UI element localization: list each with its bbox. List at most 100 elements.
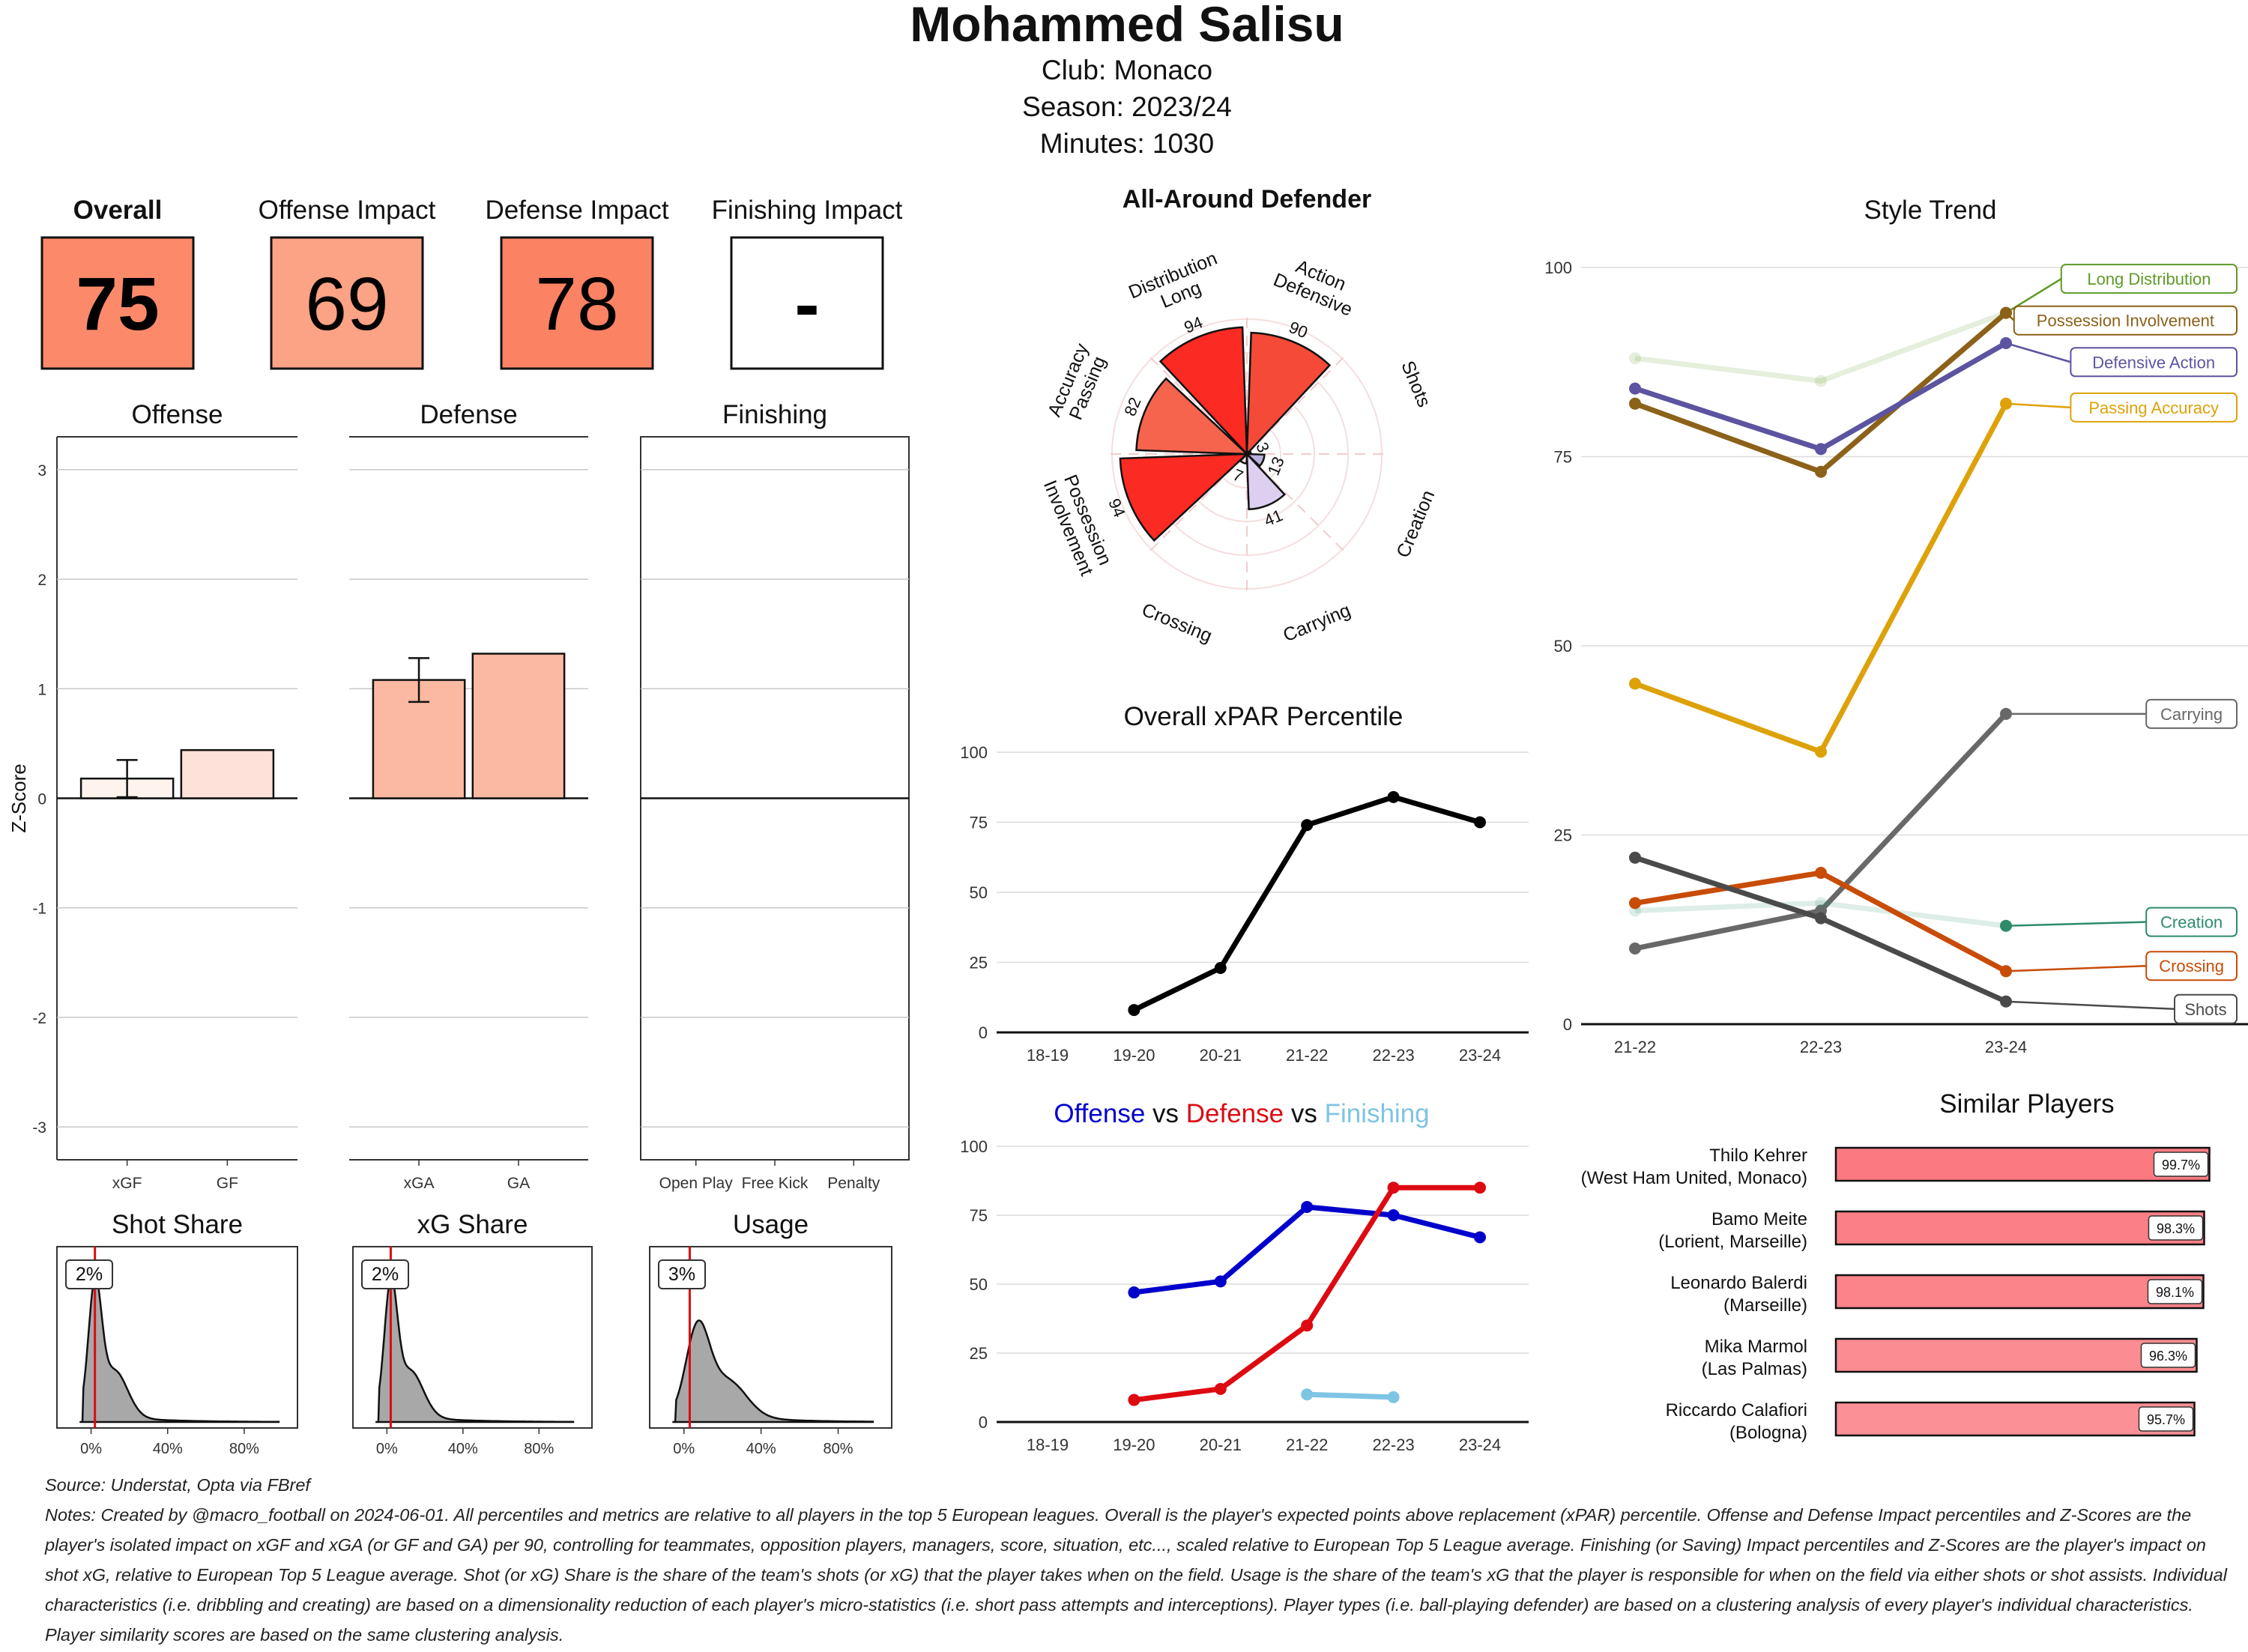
- style-leader-line: [2005, 312, 2015, 321]
- x-tick-label: 21-22: [1614, 1038, 1656, 1056]
- y-tick-label: 0: [979, 1023, 988, 1042]
- style-leader-line: [2005, 402, 2071, 409]
- radar-wedge-passing-accuracy: [1135, 377, 1250, 456]
- style-label-box: [2060, 264, 2238, 294]
- x-tick-label: GA: [507, 1175, 530, 1192]
- similarity-bar: [1834, 1337, 2198, 1373]
- x-tick-label: 22-23: [1372, 1046, 1414, 1065]
- x-tick-label: 19-20: [1113, 1046, 1155, 1065]
- x-tick-label: 22-23: [1800, 1038, 1842, 1056]
- similar-player-name: Leonardo Balerdi: [1670, 1273, 1807, 1293]
- style-leader-line: [2005, 1000, 2175, 1011]
- player-name: Mohammed Salisu: [910, 0, 1344, 52]
- impact-value-offense-impact: 69: [305, 262, 388, 346]
- x-tick-label: 23-24: [1459, 1046, 1501, 1065]
- style-line-long-distribution: [1634, 310, 2007, 384]
- impact-box-defense-impact: [500, 236, 654, 370]
- data-point-defense: [1128, 1394, 1140, 1406]
- density-area: [672, 1319, 874, 1423]
- impact-value-finishing-impact: -: [794, 262, 819, 346]
- style-point-defensive-action: [1629, 382, 1641, 395]
- radar-wedge-long-distribution: [1158, 326, 1248, 457]
- style-label-box: [2174, 993, 2238, 1024]
- similar-player-name: Riccardo Calafiori: [1666, 1400, 1807, 1420]
- similarity-value: 98.1%: [2156, 1285, 2194, 1300]
- impact-value-overall: 75: [76, 262, 159, 346]
- x-tick-label: 80%: [824, 1441, 853, 1457]
- impact-title-vs: vs: [1284, 1099, 1317, 1128]
- similarity-bar: [1834, 1401, 2196, 1437]
- zscore-axis-title: Z-Score: [7, 763, 30, 832]
- similarity-bar: [1834, 1274, 2205, 1310]
- style-point-crossing: [1629, 897, 1641, 910]
- radar-ring: [1212, 420, 1281, 488]
- style-trend-title: Style Trend: [1864, 196, 1996, 225]
- x-tick-label: 21-22: [1286, 1435, 1328, 1454]
- style-point-possession-involvement: [1815, 465, 1827, 478]
- x-tick-label: 20-21: [1200, 1435, 1242, 1454]
- x-tick-label: 20-21: [1200, 1046, 1242, 1065]
- y-tick-label: 50: [970, 1275, 988, 1294]
- x-tick-label: xGA: [404, 1175, 435, 1192]
- similarity-badge: [2140, 1343, 2196, 1368]
- style-label-box: [2145, 698, 2238, 729]
- data-point-xpar: [1214, 961, 1227, 974]
- data-point-offense: [1214, 1275, 1227, 1288]
- x-tick-label: 23-24: [1459, 1435, 1501, 1454]
- data-point-offense: [1128, 1286, 1140, 1299]
- style-point-passing-accuracy: [1815, 745, 1827, 758]
- similarity-badge: [2147, 1279, 2203, 1304]
- impact-box-finishing-impact: [730, 236, 884, 370]
- bar-defense-ga: [471, 653, 566, 799]
- y-tick-label: 25: [970, 1344, 988, 1363]
- similarity-badge: [2153, 1152, 2209, 1177]
- impact-title: Offense vs Defense vs Finishing: [1054, 1099, 1429, 1128]
- similarity-value: 98.3%: [2157, 1221, 2195, 1236]
- y-tick-label: 75: [970, 1206, 988, 1225]
- x-tick-label: 21-22: [1286, 1046, 1328, 1065]
- similar-player-teams: (Marseille): [1723, 1295, 1807, 1316]
- similarity-value: 95.7%: [2147, 1412, 2185, 1427]
- y-tick-label: -2: [32, 1010, 46, 1027]
- x-tick-label: 18-19: [1027, 1435, 1069, 1454]
- data-point-offense: [1474, 1231, 1486, 1244]
- data-point-defense: [1214, 1382, 1227, 1395]
- notes-text: Notes: Created by @macro_football on 202…: [45, 1505, 2227, 1645]
- style-point-shots: [1815, 912, 1827, 925]
- style-label-long-distribution: Long Distribution: [2087, 270, 2211, 288]
- style-label-box: [2145, 951, 2238, 981]
- radar-ring: [1145, 352, 1349, 556]
- x-tick-label: Penalty: [827, 1175, 880, 1192]
- distribution-panels: Shot Share 2% 0% 40% 80% xG Share 2% 0% 40% 80% Us…: [56, 1210, 892, 1457]
- style-point-possession-involvement: [1629, 397, 1641, 410]
- player-value-label: 2%: [372, 1264, 399, 1285]
- impact-label-finishing-impact: Finishing Impact: [712, 196, 903, 225]
- similarity-value: 99.7%: [2162, 1158, 2200, 1173]
- style-label-box: [2013, 305, 2238, 336]
- series-line-finishing: [1307, 1391, 1394, 1400]
- data-point-xpar: [1301, 819, 1314, 832]
- similar-player-teams: (Las Palmas): [1702, 1359, 1807, 1379]
- data-point-finishing: [1301, 1388, 1314, 1401]
- impact-label-offense-impact: Offense Impact: [259, 196, 436, 225]
- x-tick-label: 40%: [448, 1441, 478, 1457]
- impact-title-finishing: Finishing: [1317, 1099, 1430, 1128]
- style-leader-line: [2005, 921, 2147, 927]
- impact-title-vs: vs: [1145, 1099, 1179, 1128]
- style-label-possession-involvement: Possession Involvement: [2037, 312, 2214, 330]
- data-point-defense: [1301, 1319, 1314, 1332]
- y-tick-label: 1: [37, 681, 46, 698]
- x-tick-label: 0%: [673, 1441, 695, 1457]
- impact-label-defense-impact: Defense Impact: [485, 196, 668, 225]
- similar-player-name: Thilo Kehrer: [1709, 1146, 1807, 1166]
- data-point-defense: [1474, 1181, 1486, 1194]
- y-tick-label: 75: [970, 814, 988, 832]
- style-point-crossing: [1815, 867, 1827, 879]
- player-value-label: 2%: [76, 1264, 103, 1285]
- radar-title: All-Around Defender: [1123, 185, 1371, 214]
- x-tick-label: 40%: [746, 1441, 776, 1457]
- club-line: Club: Monaco: [1042, 55, 1212, 85]
- radar-wedge-carrying: [1245, 451, 1287, 511]
